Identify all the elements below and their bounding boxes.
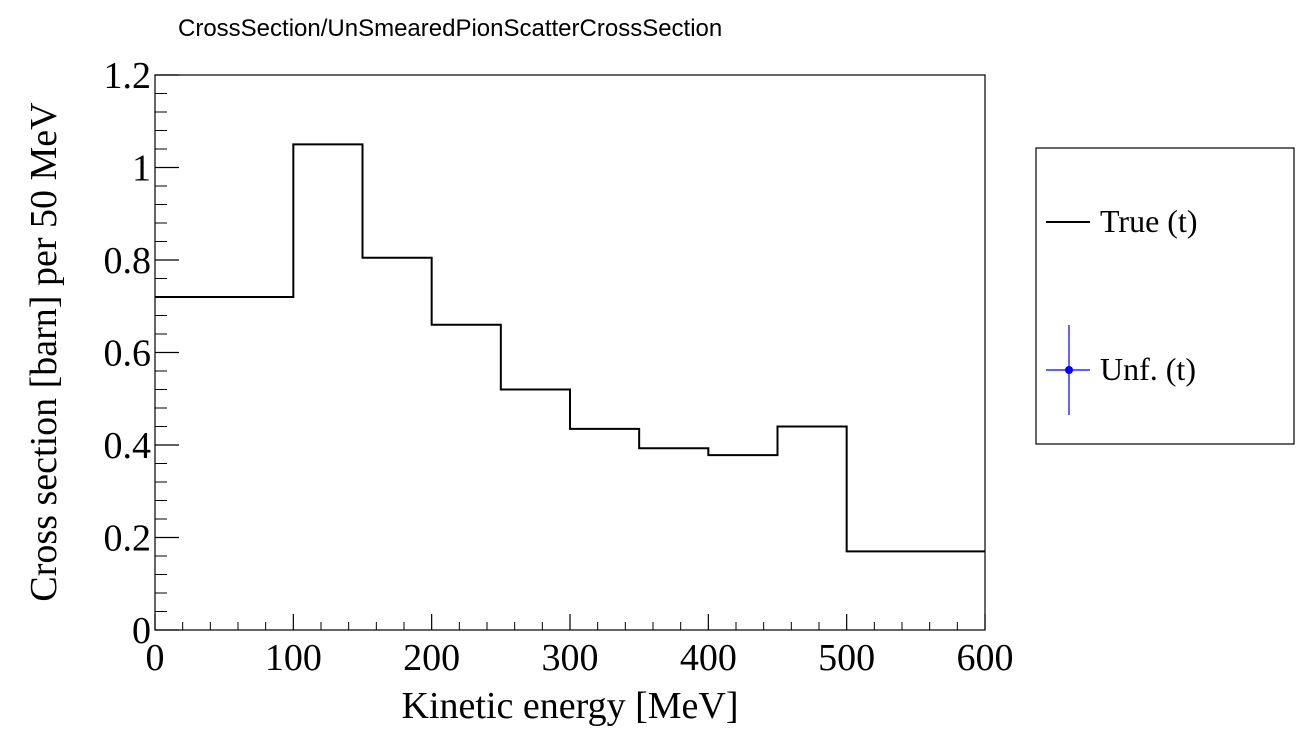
y-tick-label: 0.2: [104, 518, 152, 560]
x-tick-label: 0: [146, 637, 165, 679]
x-tick-label: 400: [680, 637, 737, 679]
y-tick-label: 1.2: [104, 55, 152, 97]
y-tick-label: 0: [132, 610, 151, 652]
legend-true-label: True (t): [1100, 203, 1197, 239]
x-tick-label: 600: [957, 637, 1014, 679]
chart-title: CrossSection/UnSmearedPionScatterCrossSe…: [178, 15, 722, 42]
plot-frame: [154, 74, 986, 631]
legend: True (t) Unf. (t): [1035, 147, 1295, 445]
legend-unf-label: Unf. (t): [1100, 351, 1196, 387]
x-tick-label: 300: [542, 637, 599, 679]
y-axis-label: Cross section [barn] per 50 MeV: [23, 102, 65, 602]
x-tick-label: 500: [818, 637, 875, 679]
y-tick-label: 0.4: [104, 425, 152, 467]
series-true-step-line: [155, 143, 985, 553]
y-tick-label: 1: [132, 148, 151, 190]
legend-unf-marker-icon: [1065, 366, 1073, 374]
x-tick-label: 100: [265, 637, 322, 679]
x-axis: 0 100 200 300 400 500 600: [146, 614, 1014, 679]
x-tick-label: 200: [403, 637, 460, 679]
y-tick-label: 0.8: [104, 240, 152, 282]
x-axis-label: Kinetic energy [MeV]: [402, 685, 739, 727]
y-axis: 0 0.2 0.4 0.6 0.8 1 1.2: [104, 55, 179, 652]
y-tick-label: 0.6: [104, 333, 152, 375]
legend-box: [1035, 147, 1295, 445]
